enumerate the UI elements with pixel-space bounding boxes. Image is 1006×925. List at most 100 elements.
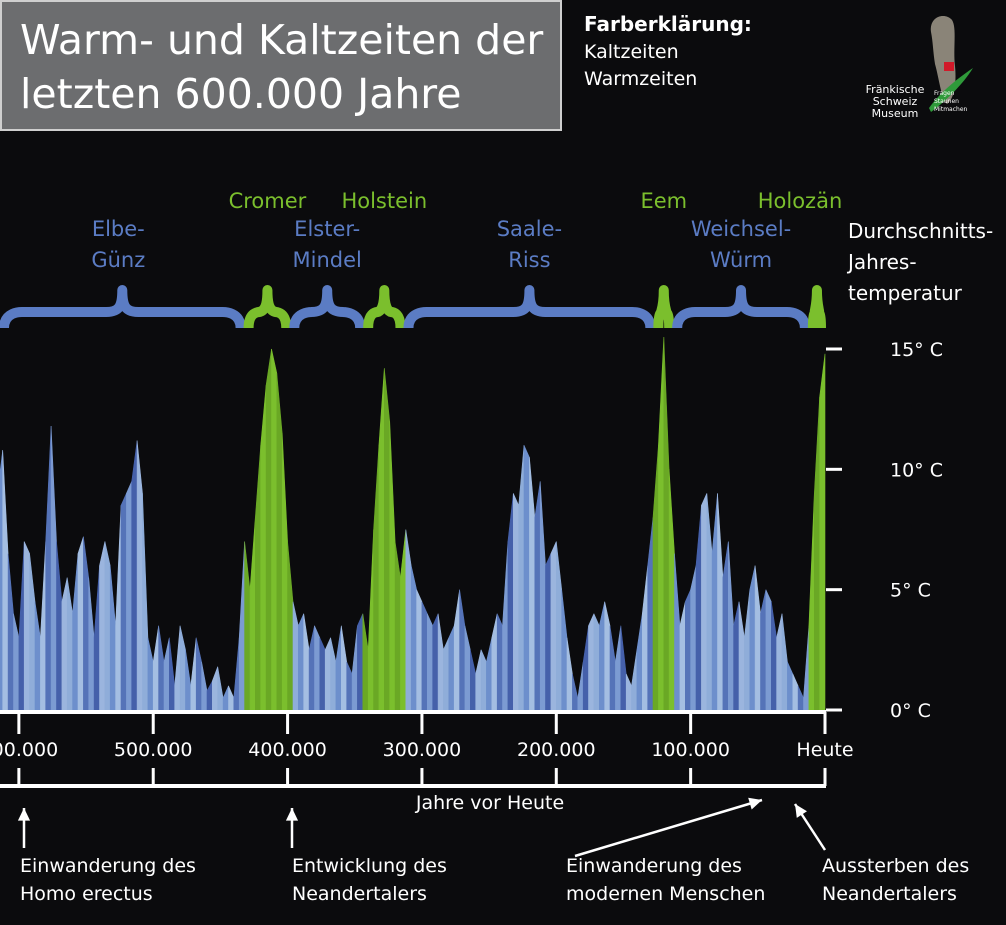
temperature-segment	[658, 336, 665, 711]
temperature-segment	[233, 637, 240, 711]
temperature-segment	[797, 685, 804, 711]
temperature-segment	[260, 385, 267, 711]
temperature-segment	[362, 613, 369, 711]
temperature-segment	[83, 536, 89, 711]
temperature-segment	[77, 536, 84, 711]
temperature-segment	[443, 637, 450, 711]
temperature-segment	[40, 541, 47, 711]
temperature-segment	[765, 589, 772, 711]
temperature-segment	[115, 505, 122, 711]
temperature-segment	[615, 625, 622, 711]
temperature-segment	[749, 565, 756, 711]
logo-subline: Staunen	[934, 98, 959, 105]
temperature-segment	[158, 625, 165, 711]
period-brace	[672, 285, 810, 329]
period-label: Weichsel-	[691, 217, 791, 241]
y-tick-label: 10° C	[890, 459, 943, 481]
title-box: Warm- und Kaltzeiten der letzten 600.000…	[0, 0, 562, 131]
temperature-segment	[668, 469, 675, 711]
logo-line: Schweiz	[872, 95, 918, 108]
temperature-segment	[518, 445, 525, 711]
temperature-segment	[534, 481, 541, 711]
temperature-segment	[297, 613, 305, 711]
temperature-segment	[701, 493, 708, 711]
temperature-segment	[72, 553, 79, 711]
temperature-segment	[405, 529, 412, 711]
period-brace	[243, 285, 292, 329]
temperature-segment	[2, 450, 9, 711]
temperature-segment	[99, 541, 106, 711]
period-label: Elbe-	[92, 217, 145, 241]
logo-subline: Fragen	[934, 90, 955, 97]
temperature-segment	[56, 541, 63, 711]
temperature-segment	[13, 613, 20, 711]
temperature-segment	[400, 529, 407, 711]
annotation-label: Aussterben des Neandertalers	[822, 852, 969, 908]
temperature-segment	[34, 601, 41, 711]
temperature-segment	[308, 625, 315, 711]
temperature-segment	[641, 565, 649, 711]
temperature-segment	[539, 481, 546, 711]
temperature-segment	[276, 373, 283, 711]
temperature-segment	[738, 601, 745, 711]
temperature-segment	[255, 445, 262, 711]
temperature-segment	[604, 601, 611, 711]
x-tick-label: 500.000	[114, 739, 193, 761]
period-brace	[653, 285, 675, 329]
temperature-segment	[545, 553, 552, 711]
period-brace	[807, 285, 826, 329]
temperature-segment	[512, 493, 520, 711]
temperature-segment	[566, 637, 573, 711]
temperature-segment	[803, 625, 810, 711]
temperature-segment	[582, 625, 589, 711]
temperature-segment	[733, 601, 740, 711]
temperature-segment	[357, 613, 364, 711]
temperature-segment	[179, 625, 186, 711]
temperature-segment	[711, 493, 718, 711]
temperature-segment	[588, 613, 595, 711]
logo-text: Fränkische Schweiz Museum	[855, 84, 935, 120]
annotation-arrowhead	[795, 804, 807, 818]
temperature-segment	[792, 673, 799, 711]
temperature-segment	[469, 649, 477, 711]
period-label: Holozän	[758, 189, 843, 213]
annotation-label: Einwanderung des Homo erectus	[20, 852, 196, 908]
period-label: Günz	[91, 248, 145, 272]
temperature-segment	[593, 613, 600, 711]
temperature-segment	[93, 565, 100, 711]
temperature-segment	[212, 666, 218, 711]
temperature-segment	[776, 613, 783, 711]
x-tick-label: Heute	[796, 739, 853, 761]
x-tick-label: 200.000	[517, 739, 596, 761]
temperature-segment	[502, 541, 509, 711]
period-brace	[403, 285, 656, 329]
temperature-segment	[126, 481, 132, 711]
temperature-segment	[684, 589, 691, 711]
period-label: Riss	[508, 248, 550, 272]
legend-item-kaltzeiten: Kaltzeiten	[584, 41, 679, 63]
temperature-segment	[819, 353, 826, 711]
logo-line: Museum	[871, 107, 919, 120]
logo-subline: Mitmachen	[934, 106, 968, 113]
color-legend: Farberklärung: Kaltzeiten Warmzeiten	[584, 12, 752, 90]
temperature-segment	[760, 589, 767, 711]
temperature-segment	[523, 445, 530, 711]
period-brace	[289, 285, 366, 329]
title-line-1: Warm- und Kaltzeiten der	[20, 16, 544, 64]
temperature-segment	[271, 348, 278, 711]
temperature-segment	[625, 673, 632, 711]
temperature-segment	[88, 577, 95, 711]
period-label: Elster-	[294, 217, 360, 241]
temperature-segment	[195, 637, 202, 711]
temperature-segment	[152, 625, 159, 711]
y-tick-label: 5° C	[890, 580, 931, 602]
temperature-segment	[142, 493, 149, 711]
temperature-segment	[169, 637, 175, 711]
temperature-segment	[448, 625, 455, 711]
annotation-label-line: Entwicklung des	[292, 855, 447, 877]
temperature-segment	[620, 625, 627, 711]
temperature-segment	[18, 541, 25, 711]
temperature-segment	[7, 553, 14, 711]
temperature-segment	[265, 348, 272, 711]
temperature-segment	[120, 493, 127, 711]
